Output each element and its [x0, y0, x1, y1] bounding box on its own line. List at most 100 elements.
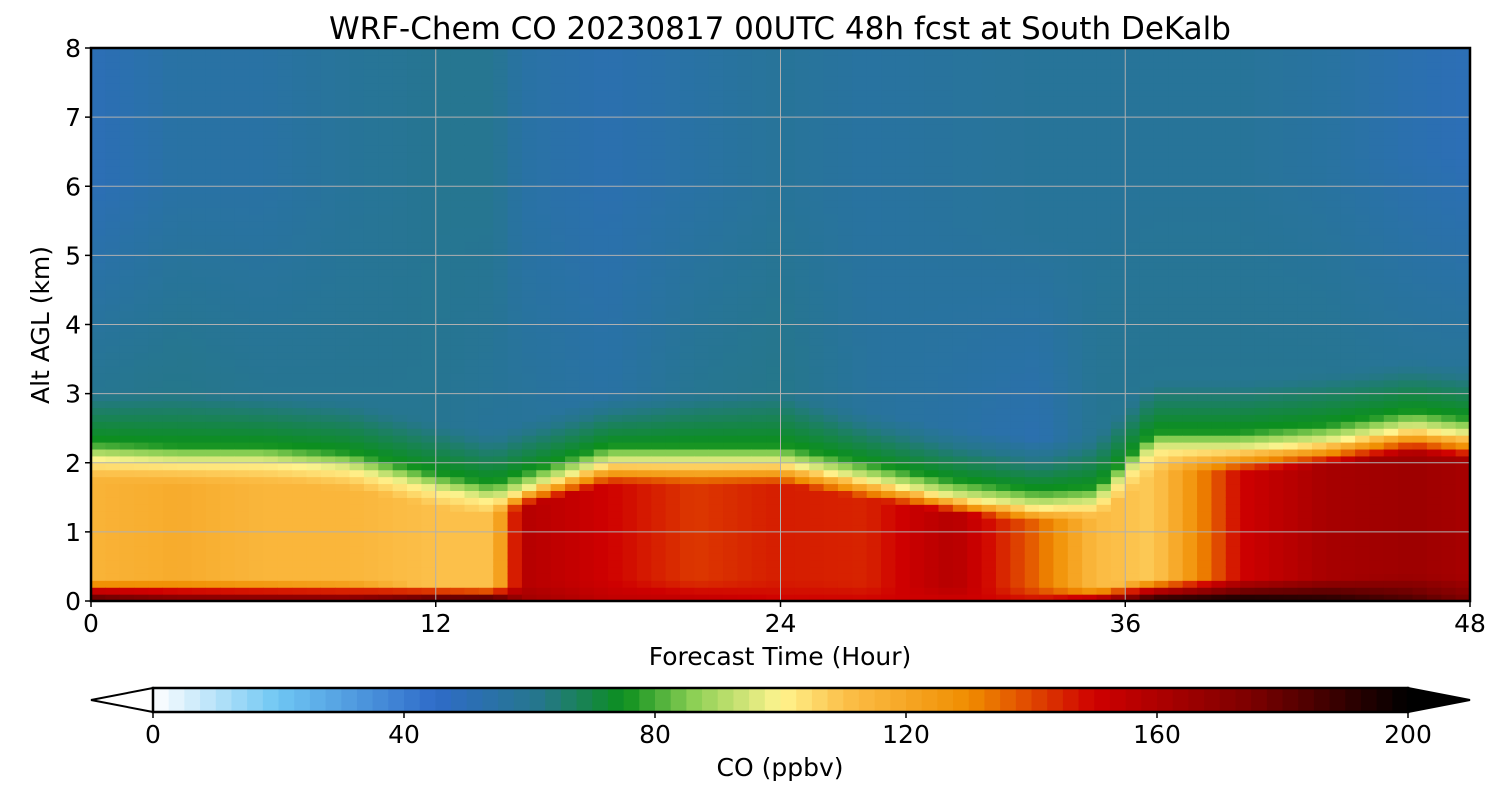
heatmap-cell: [220, 566, 236, 574]
heatmap-cell: [493, 490, 509, 498]
heatmap-cell: [823, 531, 839, 540]
heatmap-cell: [105, 421, 121, 429]
heatmap-cell: [780, 421, 796, 429]
heatmap-cell: [177, 566, 193, 574]
heatmap-cell: [593, 324, 609, 333]
heatmap-cell: [852, 317, 868, 326]
heatmap-cell: [809, 504, 825, 512]
heatmap-cell: [938, 428, 954, 436]
heatmap-cell: [234, 283, 250, 291]
heatmap-cell: [507, 511, 523, 519]
heatmap-cell: [608, 442, 624, 450]
heatmap-cell: [507, 269, 523, 277]
heatmap-cell: [837, 559, 853, 568]
heatmap-cell: [751, 545, 767, 554]
heatmap-cell: [924, 269, 940, 277]
heatmap-cell: [320, 476, 336, 485]
heatmap-cell: [148, 68, 164, 77]
heatmap-cell: [665, 559, 681, 568]
heatmap-cell: [723, 61, 738, 70]
heatmap-cell: [565, 117, 580, 125]
heatmap-cell: [191, 338, 207, 346]
heatmap-cell: [263, 234, 279, 243]
heatmap-cell: [593, 262, 609, 270]
heatmap-cell: [162, 400, 178, 409]
heatmap-cell: [205, 186, 221, 194]
heatmap-cell: [895, 317, 911, 326]
heatmap-cell: [249, 48, 264, 56]
heatmap-cell: [277, 96, 293, 104]
heatmap-cell: [679, 248, 695, 256]
heatmap-cell: [292, 379, 308, 388]
heatmap-cell: [852, 469, 868, 478]
heatmap-cell: [464, 200, 480, 208]
heatmap-cell: [565, 75, 580, 84]
heatmap-cell: [723, 151, 738, 160]
heatmap-cell: [608, 587, 624, 595]
heatmap-cell: [924, 137, 940, 146]
heatmap-cell: [320, 186, 336, 194]
heatmap-cell: [148, 96, 164, 104]
heatmap-cell: [909, 82, 925, 91]
heatmap-cell: [622, 186, 638, 194]
heatmap-cell: [909, 227, 925, 236]
heatmap-cell: [981, 504, 997, 512]
heatmap-cell: [924, 283, 940, 291]
heatmap-cell: [134, 365, 150, 374]
heatmap-cell: [435, 365, 451, 374]
heatmap-cell: [507, 200, 523, 208]
heatmap-cell: [809, 455, 825, 464]
heatmap-cell: [794, 262, 810, 270]
heatmap-cell: [622, 448, 638, 457]
heatmap-cell: [292, 587, 308, 595]
heatmap-cell: [421, 227, 437, 236]
heatmap-cell: [593, 545, 609, 554]
heatmap-cell: [320, 227, 336, 236]
heatmap-cell: [191, 89, 207, 97]
heatmap-cell: [464, 504, 480, 512]
heatmap-cell: [967, 490, 983, 498]
heatmap-cell: [938, 165, 954, 174]
heatmap-cell: [909, 48, 925, 56]
heatmap-cell: [91, 206, 106, 215]
heatmap-cell: [464, 566, 480, 574]
heatmap-cell: [708, 200, 724, 208]
heatmap-cell: [636, 296, 652, 305]
heatmap-cell: [450, 428, 466, 436]
heatmap-cell: [435, 400, 451, 409]
heatmap-cell: [766, 421, 782, 429]
heatmap-cell: [91, 289, 106, 298]
heatmap-cell: [435, 462, 451, 471]
heatmap-cell: [866, 186, 882, 194]
heatmap-cell: [608, 317, 624, 326]
heatmap-cell: [507, 158, 523, 167]
heatmap-cell: [493, 511, 509, 519]
heatmap-cell: [708, 130, 724, 139]
heatmap-cell: [852, 186, 868, 194]
heatmap-cell: [852, 538, 868, 547]
heatmap-cell: [809, 386, 825, 395]
heatmap-cell: [823, 137, 839, 146]
heatmap-cell: [593, 151, 609, 160]
heatmap-cell: [392, 317, 408, 326]
heatmap-cell: [837, 490, 853, 498]
heatmap-cell: [981, 393, 997, 402]
heatmap-cell: [162, 393, 178, 402]
heatmap-cell: [306, 269, 322, 277]
heatmap-cell: [952, 455, 968, 464]
heatmap-cell: [694, 144, 710, 153]
heatmap-cell: [766, 206, 782, 215]
heatmap-cell: [780, 130, 796, 139]
heatmap-cell: [421, 469, 437, 478]
heatmap-cell: [909, 442, 925, 450]
heatmap-cell: [766, 255, 782, 263]
heatmap-cell: [766, 124, 782, 132]
heatmap-cell: [593, 310, 609, 319]
heatmap-cell: [694, 587, 710, 595]
heatmap-cell: [392, 283, 408, 291]
heatmap-cell: [162, 414, 178, 422]
heatmap-cell: [751, 269, 767, 277]
heatmap-cell: [507, 303, 523, 312]
heatmap-cell: [363, 469, 379, 478]
heatmap-cell: [952, 317, 968, 326]
